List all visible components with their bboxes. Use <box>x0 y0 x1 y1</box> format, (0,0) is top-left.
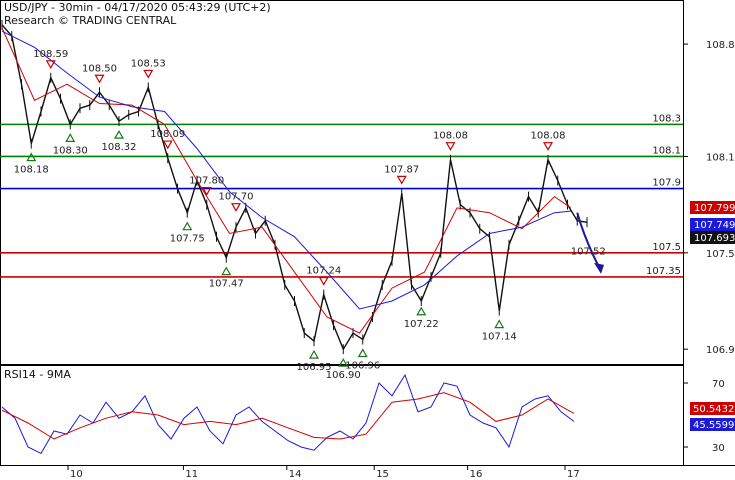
low-label-13: 106.90 <box>326 370 361 381</box>
price-panel-frame <box>0 0 684 365</box>
price-last-value-2: 107.693 <box>694 233 735 244</box>
rsi-last-value-1: 45.5599 <box>693 420 734 431</box>
low-marker-13 <box>338 357 349 367</box>
level-label-0: 108.3 <box>652 113 681 124</box>
low-marker-10 <box>221 266 232 276</box>
level-label-4: 107.35 <box>646 266 681 277</box>
high-label-19: 108.08 <box>531 131 566 142</box>
forecast-arrow-head <box>594 262 604 274</box>
high-marker-15 <box>396 175 407 185</box>
low-marker-14 <box>357 348 368 358</box>
high-marker-12 <box>318 276 329 286</box>
high-marker-19 <box>542 142 554 151</box>
high-label-9: 107.70 <box>219 192 254 203</box>
price-last-value-tag-2 <box>690 231 735 244</box>
price-ytick-3: 106.9 <box>706 345 735 356</box>
xtick-0: 10 <box>70 469 83 480</box>
high-label-12: 107.24 <box>306 266 341 277</box>
low-label-2: 108.30 <box>53 145 88 156</box>
high-label-6: 108.09 <box>150 129 185 140</box>
high-marker-8 <box>201 187 212 196</box>
high-marker-17 <box>445 142 456 151</box>
rsi-last-value-tag-0 <box>690 402 735 415</box>
rsi-last-value-0: 50.5432 <box>693 404 734 415</box>
price-series-ma_slow <box>1 30 571 310</box>
low-label-14: 106.96 <box>345 361 380 372</box>
high-label-15: 107.87 <box>384 164 419 175</box>
price-last-value-0: 107.799 <box>694 203 735 214</box>
low-label-11: 106.95 <box>297 362 332 373</box>
rsi-series-rsi_ma <box>1 392 575 440</box>
end-label: 107.52 <box>571 246 606 257</box>
price-ytick-2: 107.5 <box>706 249 735 260</box>
low-label-10: 107.47 <box>209 279 244 290</box>
high-label-3: 108.50 <box>82 63 117 74</box>
low-marker-11 <box>308 349 320 359</box>
high-label-1: 108.59 <box>33 49 68 60</box>
low-label-4: 108.32 <box>102 142 137 153</box>
price-series-ma_fast <box>1 27 572 334</box>
chart-title: USD/JPY - 30min - 04/17/2020 05:43:29 (U… <box>4 1 271 14</box>
chart-subtitle: Research © TRADING CENTRAL <box>4 14 177 27</box>
price-last-value-1: 107.749 <box>694 220 735 231</box>
high-label-5: 108.53 <box>131 58 166 69</box>
rsi-ytick-1: 30 <box>712 443 725 454</box>
low-label-7: 107.75 <box>170 234 205 245</box>
xtick-1: 11 <box>185 469 198 480</box>
price-ytick-1: 108.1 <box>706 152 735 163</box>
high-marker-1 <box>45 60 56 70</box>
low-marker-2 <box>65 133 76 142</box>
rsi-series-rsi <box>1 373 575 455</box>
xtick-5: 17 <box>567 469 580 480</box>
high-label-17: 108.08 <box>433 131 468 142</box>
low-marker-0 <box>26 152 37 162</box>
high-marker-5 <box>143 69 154 79</box>
level-label-1: 108.1 <box>652 145 681 156</box>
low-marker-16 <box>416 306 427 316</box>
xtick-3: 15 <box>376 469 389 480</box>
low-marker-18 <box>494 319 505 329</box>
high-marker-3 <box>94 74 105 84</box>
low-marker-7 <box>182 221 193 231</box>
level-label-3: 107.5 <box>652 242 681 253</box>
high-label-8: 107.80 <box>189 176 224 187</box>
xtick-4: 16 <box>470 469 483 480</box>
price-last-value-tag-1 <box>690 218 735 231</box>
low-label-16: 107.22 <box>404 319 439 330</box>
high-marker-9 <box>230 203 242 212</box>
price-last-value-tag-0 <box>690 201 735 214</box>
low-label-18: 107.14 <box>482 332 517 343</box>
low-marker-4 <box>113 129 125 139</box>
xtick-2: 14 <box>289 469 302 480</box>
level-label-2: 107.9 <box>652 178 681 189</box>
high-marker-6 <box>162 140 173 150</box>
rsi-ytick-0: 70 <box>712 379 725 390</box>
price-ytick-0: 108.8 <box>706 40 735 51</box>
forecast-arrow <box>576 212 601 270</box>
rsi-title: RSI14 - 9MA <box>4 368 71 381</box>
rsi-last-value-tag-1 <box>690 418 735 431</box>
low-label-0: 108.18 <box>14 165 49 176</box>
